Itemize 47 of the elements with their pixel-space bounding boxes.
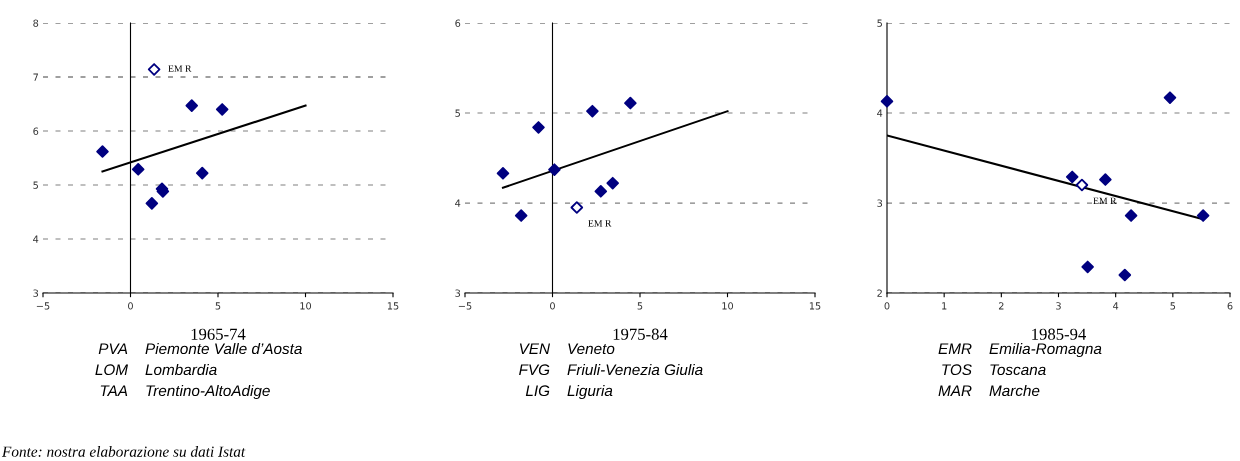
x-tick-label: 5 — [215, 302, 221, 310]
x-tick-label: 4 — [1113, 302, 1119, 310]
x-tick-label: −5 — [458, 302, 472, 310]
x-tick-label: 5 — [1170, 302, 1176, 310]
y-tick-label: 6 — [33, 127, 39, 135]
y-tick-label: 3 — [33, 289, 39, 297]
y-tick-label: 4 — [33, 235, 39, 243]
text: FVG Friuli-Venezia Giulia — [519, 363, 703, 376]
x-tick-label: 3 — [1056, 302, 1061, 310]
x-tick-label: 10 — [300, 302, 312, 310]
text: VEN Veneto — [519, 343, 615, 355]
y-tick-label: 4 — [455, 199, 461, 207]
y-tick-label: 5 — [455, 109, 460, 117]
annotation: EM R — [588, 220, 612, 227]
text: LOM Lombardia — [95, 363, 217, 376]
y-tick-label: 6 — [455, 19, 461, 27]
x-tick-label: 6 — [1227, 302, 1233, 310]
y-tick-label: 8 — [33, 19, 39, 27]
x-tick-label: 0 — [884, 302, 890, 310]
text: 1985-94 — [1032, 328, 1087, 340]
y-tick-label: 2 — [877, 289, 882, 297]
x-tick-label: −5 — [36, 302, 50, 310]
text: 1965-74 — [191, 328, 246, 340]
x-tick-label: 15 — [809, 302, 821, 310]
text: 1975-84 — [613, 328, 668, 340]
y-tick-label: 7 — [33, 73, 38, 81]
x-tick-label: 5 — [637, 302, 643, 310]
text: TAA Trentino-AltoAdige — [100, 384, 270, 400]
text: EMR Emilia-Romagna — [938, 342, 1102, 358]
y-tick-label: 5 — [33, 181, 38, 189]
text: LIG Liguria — [525, 384, 613, 400]
x-tick-label: 15 — [387, 302, 399, 310]
y-tick-label: 4 — [877, 109, 883, 117]
y-tick-label: 3 — [455, 289, 461, 297]
y-tick-label: 3 — [877, 199, 883, 207]
text: TOS Toscana — [942, 364, 1046, 376]
source-note: Fonte: nostra elaborazione su dati Istat — [1, 446, 246, 457]
x-tick-label: 1 — [942, 302, 947, 310]
y-tick-label: 5 — [877, 19, 882, 27]
x-tick-label: 10 — [722, 302, 734, 310]
text: PVA Piemonte Valle d’Aosta — [98, 342, 302, 355]
text: MAR Marche — [938, 384, 1040, 397]
x-tick-label: 0 — [550, 302, 555, 310]
annotation: EM R — [1093, 197, 1117, 204]
x-tick-label: 2 — [998, 302, 1004, 310]
annotation: EM R — [168, 65, 192, 72]
x-tick-label: 0 — [128, 302, 133, 310]
